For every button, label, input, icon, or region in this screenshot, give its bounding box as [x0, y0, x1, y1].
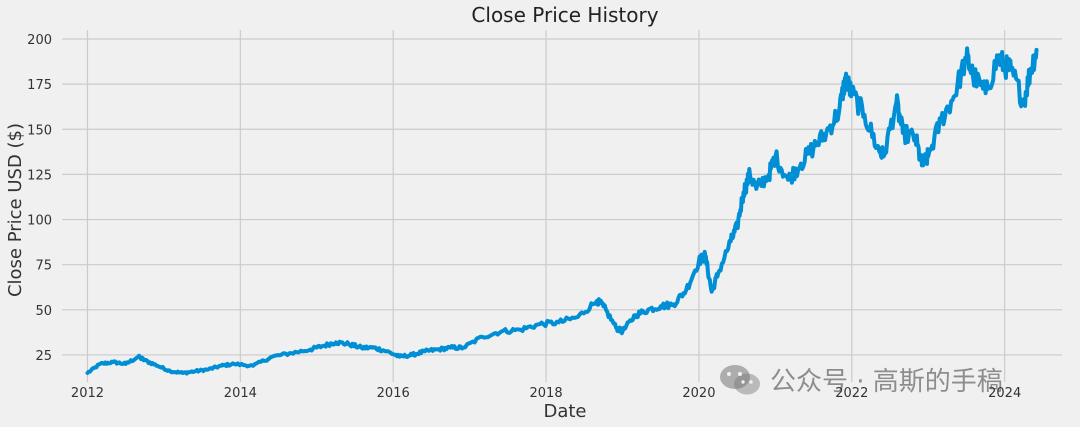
y-tick-label: 175	[27, 78, 52, 93]
y-tick-label: 25	[35, 349, 52, 364]
chart-title: Close Price History	[471, 3, 658, 27]
x-tick-label: 2016	[377, 386, 410, 401]
y-tick-label: 75	[35, 259, 52, 274]
x-tick-label: 2012	[71, 386, 104, 401]
x-tick-label: 2024	[988, 386, 1021, 401]
price-series-line	[85, 46, 1039, 376]
grid	[62, 30, 1062, 382]
x-tick-label: 2014	[224, 386, 257, 401]
y-tick-label: 100	[27, 214, 52, 229]
series-group	[85, 46, 1039, 376]
x-tick-label: 2018	[530, 386, 563, 401]
y-tick-label: 200	[27, 33, 52, 48]
y-tick-label: 125	[27, 168, 52, 183]
y-tick-label: 50	[35, 304, 52, 319]
y-tick-label: 150	[27, 123, 52, 138]
y-axis-label: Close Price USD ($)	[5, 123, 26, 297]
x-tick-label: 2022	[835, 386, 868, 401]
x-tick-label: 2020	[682, 386, 715, 401]
tick-labels: 2012 2014 2016 2018 2020 2022 2024 25 50 75 100 125…	[27, 33, 1021, 401]
x-axis-label: Date	[543, 401, 586, 422]
